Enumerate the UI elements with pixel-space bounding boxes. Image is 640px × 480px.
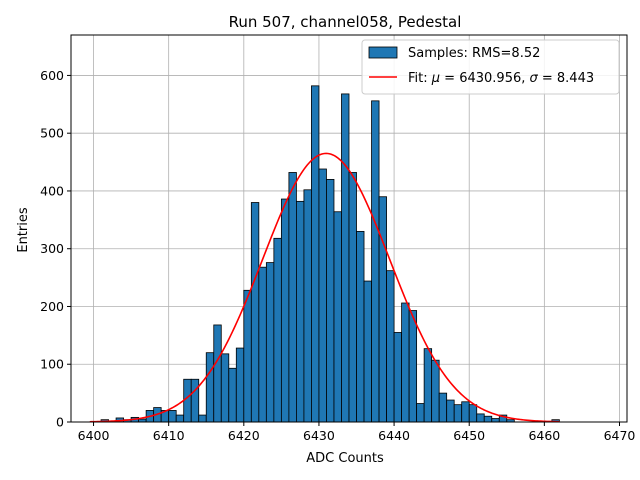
legend-samples-swatch [368,46,398,59]
legend: Samples: RMS=8.52 Fit: μ = 6430.956, σ =… [361,39,620,95]
y-tick-label: 400 [40,183,64,198]
histogram-bar [483,415,493,423]
histogram-bar [371,100,380,423]
histogram-bar [243,289,252,423]
histogram-bar [326,179,335,423]
histogram-bar [408,310,418,423]
histogram-bar [250,202,260,423]
histogram-bar [378,196,387,423]
histogram-bar [296,200,305,423]
histogram-bar [446,399,455,423]
histogram-bar [401,302,410,423]
histogram-bar [183,378,192,423]
histogram-bar [431,359,440,423]
x-tick-label: 6400 [78,428,110,443]
axis-ticks: 6400 6410 6420 6430 6440 6450 6460 6470 0 100 200 3… [40,68,635,443]
histogram-bar [303,189,312,423]
legend-fit-label: Fit: μ = 6430.956, σ = 8.443 [408,71,594,86]
histogram-bar [476,413,485,423]
y-tick-label: 600 [40,68,64,83]
histogram-bar [168,410,177,423]
histogram-bar [363,280,372,423]
y-tick-label: 100 [40,357,64,372]
y-tick-label: 500 [40,126,64,141]
legend-sigma-symbol: σ [530,71,539,86]
histogram-bar [423,348,433,423]
x-tick-label: 6440 [378,428,410,443]
x-axis-label: ADC Counts [306,451,384,466]
chart-title: Run 507, channel058, Pedestal [229,13,462,31]
histogram-bar [461,401,470,423]
histogram-bar [190,378,200,423]
histogram-bar [235,347,245,423]
legend-samples-label: Samples: RMS=8.52 [408,46,540,61]
histogram-bar [393,332,402,423]
histogram-bar [386,270,395,423]
histogram-bar [438,392,448,423]
legend-box [361,39,620,95]
histogram-bar [220,353,230,423]
histogram-bar [341,93,350,423]
y-tick-label: 300 [40,241,64,256]
y-axis-label: Entries [16,207,31,253]
histogram-bar [273,237,282,423]
histogram-bar [205,352,215,423]
x-tick-label: 6450 [453,428,485,443]
y-tick-label: 200 [40,299,64,314]
histogram-bar [333,211,342,423]
x-tick-label: 6430 [303,428,335,443]
legend-fit-prefix: Fit: [408,71,432,86]
histogram-bar [311,85,320,423]
plot-frame [70,34,628,423]
histogram-bar [453,404,463,423]
histogram-bar [258,266,267,423]
histogram-bar [175,414,185,423]
histogram-bar [213,324,222,423]
histogram-bar [491,418,500,423]
histogram-bar [265,262,275,423]
histogram-bar [318,168,327,423]
gaussian-fit-curve [89,152,560,423]
x-tick-label: 6410 [153,428,185,443]
histogram-bar [228,367,237,423]
legend-mu-value: = 6430.956, [440,71,529,86]
histogram-bar [198,414,207,423]
histogram-bar [288,172,297,423]
legend-mu-symbol: μ [431,71,440,86]
x-tick-label: 6460 [528,428,560,443]
histogram-bar [356,230,365,423]
y-tick-label: 0 [56,415,64,430]
legend-sigma-value: = 8.443 [538,71,594,86]
x-tick-label: 6420 [228,428,260,443]
histogram-bar [280,198,290,423]
histogram-bar [348,172,357,423]
histogram-bar [468,404,478,423]
histogram-bar [416,403,425,423]
x-tick-label: 6470 [604,428,636,443]
